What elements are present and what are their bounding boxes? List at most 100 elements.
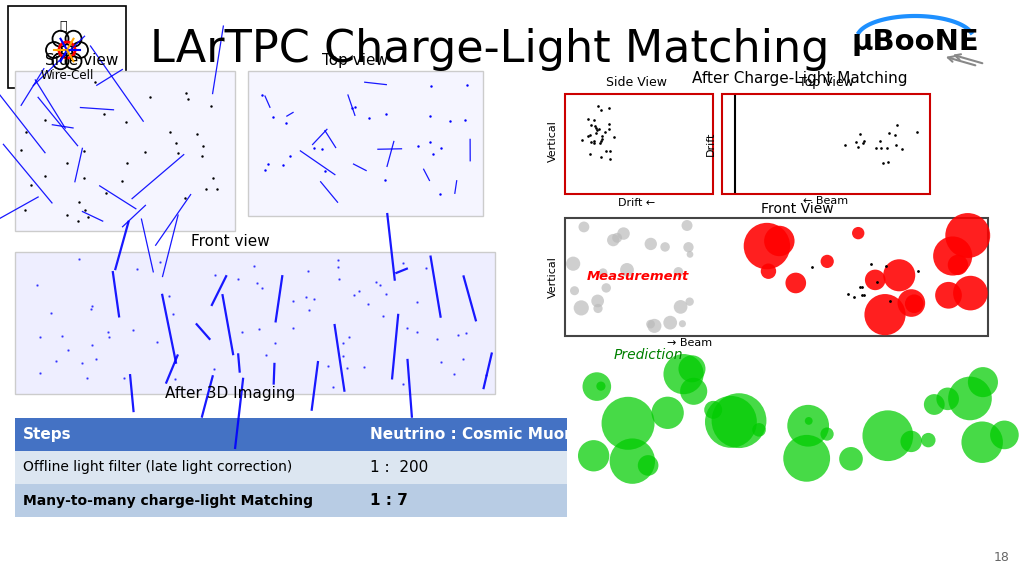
Bar — [362, 418, 567, 451]
Circle shape — [948, 255, 968, 275]
Circle shape — [601, 397, 654, 450]
Bar — [15, 252, 495, 394]
Circle shape — [820, 427, 834, 441]
Circle shape — [596, 381, 605, 391]
Circle shape — [990, 420, 1019, 449]
Text: μBooNE: μBooNE — [851, 28, 979, 56]
Circle shape — [883, 259, 915, 291]
Circle shape — [674, 300, 687, 314]
Bar — [15, 418, 362, 451]
Circle shape — [924, 394, 945, 415]
Circle shape — [852, 227, 864, 239]
Circle shape — [612, 233, 623, 243]
Circle shape — [647, 319, 662, 333]
Text: Drift ←: Drift ← — [618, 198, 655, 208]
Text: Vertical: Vertical — [548, 256, 558, 298]
Circle shape — [617, 228, 630, 240]
Circle shape — [674, 267, 683, 277]
Text: 18: 18 — [994, 551, 1010, 564]
Bar — [362, 484, 567, 517]
Text: After Charge-Light Matching: After Charge-Light Matching — [692, 71, 907, 86]
Circle shape — [651, 397, 684, 429]
Circle shape — [660, 242, 670, 252]
Circle shape — [753, 423, 766, 437]
Circle shape — [687, 251, 693, 257]
Circle shape — [864, 294, 905, 335]
Text: After 3D Imaging: After 3D Imaging — [165, 386, 295, 401]
Text: → Beam: → Beam — [668, 338, 713, 348]
Text: 1 : 7: 1 : 7 — [370, 493, 408, 508]
Text: LArTPC Charge-Light Matching: LArTPC Charge-Light Matching — [151, 28, 829, 71]
Circle shape — [936, 388, 959, 410]
Text: Drift: Drift — [706, 132, 716, 156]
Text: Many-to-many charge-light Matching: Many-to-many charge-light Matching — [23, 494, 313, 507]
Circle shape — [905, 294, 924, 313]
Circle shape — [933, 236, 972, 275]
Circle shape — [593, 304, 603, 313]
Circle shape — [783, 435, 830, 482]
Circle shape — [953, 276, 988, 310]
Text: Measurement: Measurement — [587, 271, 689, 283]
Circle shape — [573, 300, 589, 316]
Text: Vertical: Vertical — [548, 120, 558, 162]
Text: Neutrino : Cosmic Muons: Neutrino : Cosmic Muons — [370, 427, 584, 442]
Circle shape — [578, 440, 609, 471]
Circle shape — [682, 220, 692, 231]
Bar — [15, 451, 362, 484]
Bar — [248, 71, 483, 216]
Bar — [15, 71, 234, 231]
Text: Wire-Cell: Wire-Cell — [40, 69, 93, 82]
Circle shape — [948, 377, 992, 420]
Text: Prediction: Prediction — [613, 348, 683, 362]
Circle shape — [962, 422, 1002, 463]
Circle shape — [621, 263, 634, 277]
Bar — [8, 6, 126, 88]
Circle shape — [820, 255, 834, 268]
Text: 🐝: 🐝 — [59, 20, 67, 32]
Circle shape — [607, 234, 620, 247]
Text: ← Beam: ← Beam — [804, 196, 849, 206]
Circle shape — [664, 316, 677, 329]
Text: Steps: Steps — [23, 427, 72, 442]
Bar — [565, 94, 713, 194]
Circle shape — [705, 396, 757, 448]
Circle shape — [862, 410, 913, 461]
Bar — [362, 451, 567, 484]
Circle shape — [761, 263, 776, 279]
Circle shape — [644, 238, 657, 250]
Text: Offline light filter (late light correction): Offline light filter (late light correct… — [23, 460, 292, 475]
Circle shape — [900, 431, 922, 452]
Circle shape — [570, 286, 579, 295]
Circle shape — [601, 283, 611, 293]
Text: Side View: Side View — [606, 76, 668, 89]
Text: Top View: Top View — [799, 76, 853, 89]
Circle shape — [968, 367, 998, 397]
Circle shape — [599, 268, 607, 277]
Circle shape — [591, 294, 604, 308]
Bar — [722, 94, 930, 194]
Circle shape — [785, 272, 806, 293]
Text: Top view: Top view — [322, 53, 388, 68]
Circle shape — [935, 282, 962, 309]
Circle shape — [609, 438, 655, 484]
Circle shape — [922, 433, 936, 448]
Circle shape — [764, 226, 795, 256]
Circle shape — [743, 223, 791, 269]
Circle shape — [638, 455, 658, 476]
Circle shape — [787, 405, 829, 446]
Circle shape — [945, 213, 990, 258]
Circle shape — [712, 393, 766, 448]
Bar — [15, 484, 362, 517]
Circle shape — [566, 256, 581, 271]
Circle shape — [646, 320, 655, 328]
Circle shape — [679, 355, 706, 382]
Circle shape — [705, 401, 722, 419]
Circle shape — [579, 222, 590, 232]
Text: Front view: Front view — [190, 234, 269, 249]
Text: Side view: Side view — [45, 53, 119, 68]
Bar — [565, 218, 988, 336]
Circle shape — [805, 417, 813, 425]
Text: Front View: Front View — [761, 202, 834, 216]
Circle shape — [683, 242, 693, 252]
Circle shape — [664, 354, 703, 394]
